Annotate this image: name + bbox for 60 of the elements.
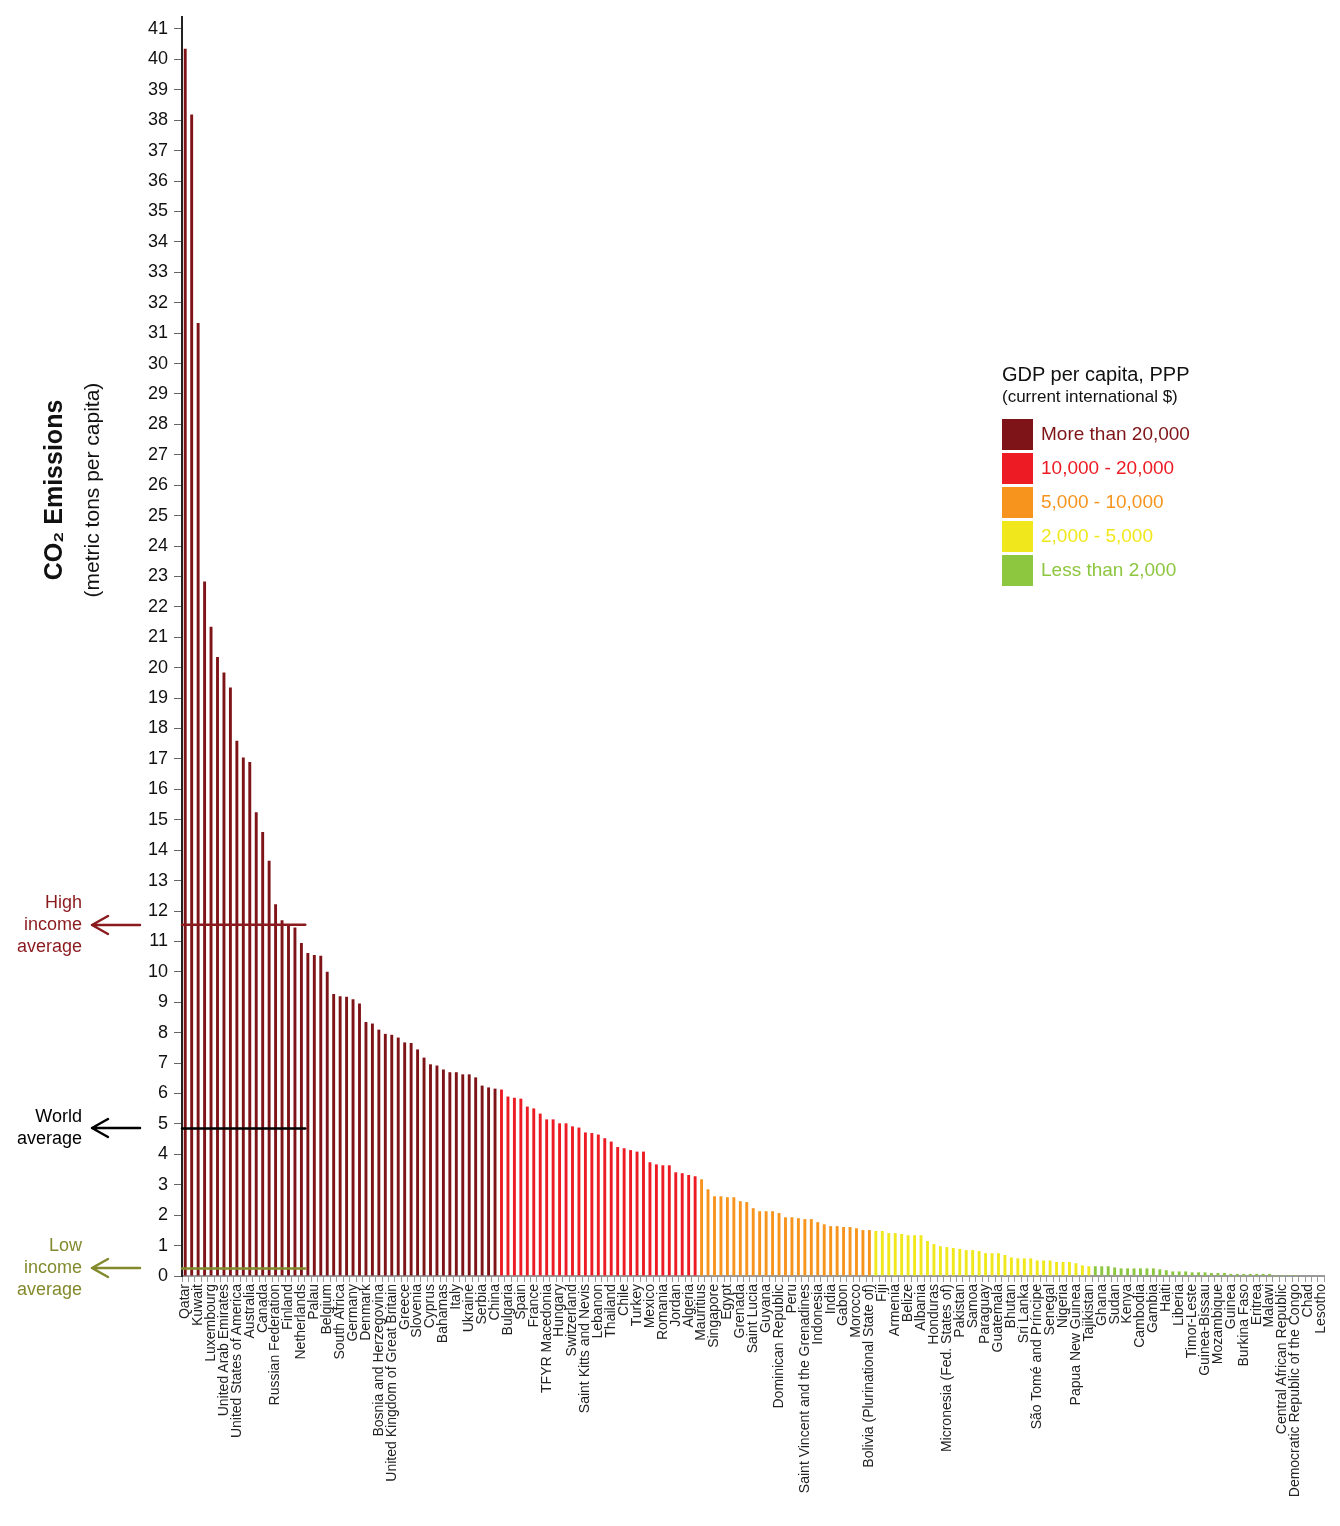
y-tick-label: 2 (157, 1204, 168, 1225)
y-tick-label: 12 (147, 899, 168, 920)
x-tick-label: Lesotho (1312, 1283, 1329, 1334)
x-tick-label: Burkina Faso (1234, 1283, 1251, 1367)
ref-line-label: Low income average (16, 1235, 83, 1300)
y-tick-label: 36 (147, 170, 168, 191)
y-tick-label: 38 (147, 109, 168, 130)
y-tick-label: 25 (147, 504, 168, 525)
ref-line-label: High income average (16, 891, 82, 956)
y-tick-label: 13 (147, 869, 168, 890)
y-tick-label: 28 (147, 413, 168, 434)
y-tick-label: 17 (147, 747, 168, 768)
x-tick-label: Gabon (834, 1284, 851, 1327)
y-tick-label: 21 (147, 626, 168, 647)
y-tick-label: 32 (147, 291, 168, 312)
y-tick-label: 7 (157, 1052, 168, 1073)
y-tick-label: 16 (147, 778, 168, 799)
y-tick-label: 31 (147, 322, 168, 343)
y-tick-label: 30 (147, 352, 168, 373)
y-tick-label: 26 (147, 474, 168, 495)
y-tick-label: 41 (147, 17, 168, 38)
y-tick-label: 24 (147, 535, 168, 555)
x-tick-label: Germany (343, 1284, 360, 1342)
y-tick-label: 15 (147, 808, 168, 829)
y-tick-label: 5 (157, 1112, 168, 1133)
y-tick-label: 6 (157, 1082, 168, 1103)
legend-label: 10,000 - 20,000 (1041, 457, 1175, 479)
y-tick-label: 8 (157, 1021, 168, 1042)
y-tick-label: 14 (147, 839, 168, 860)
x-tick-label: Qatar (176, 1283, 193, 1320)
y-tick-label: 22 (147, 595, 168, 616)
x-tick-label: Singapore (705, 1283, 722, 1348)
y-tick-label: 37 (147, 139, 168, 160)
y-tick-label: 19 (147, 687, 168, 708)
y-tick-label: 10 (147, 960, 168, 981)
x-tick-label: Saint Lucia (744, 1283, 761, 1354)
y-axis-title: CO₂ Emissions (metric tons per capita) (38, 382, 103, 598)
y-tick-label: 4 (157, 1143, 168, 1164)
legend-label: 5,000 - 10,000 (1041, 491, 1164, 513)
legend-label: 2,000 - 5,000 (1041, 525, 1153, 547)
legend-label: Less than 2,000 (1041, 559, 1177, 581)
y-tick-label: 29 (147, 382, 168, 403)
y-tick-label: 1 (157, 1234, 168, 1255)
y-tick-label: 27 (147, 443, 168, 464)
y-tick-label: 9 (157, 991, 168, 1012)
y-tick-label: 23 (147, 565, 168, 586)
y-tick-label: 18 (147, 717, 168, 738)
y-tick-label: 3 (157, 1173, 168, 1194)
y-tick-label: 39 (147, 78, 168, 99)
y-tick-label: 20 (147, 656, 168, 677)
y-tick-label: 40 (147, 48, 168, 69)
y-tick-label: 0 (157, 1264, 168, 1285)
y-tick-label: 11 (149, 930, 168, 951)
y-tick-label: 35 (147, 200, 168, 221)
legend-title: GDP per capita, PPP (current international $) (1002, 362, 1190, 407)
y-tick-label: 33 (147, 261, 168, 282)
y-tick-label: 34 (147, 230, 168, 251)
x-tick-label: Italy (447, 1284, 464, 1310)
legend-label: More than 20,000 (1041, 423, 1190, 445)
ref-line-label: World average (16, 1106, 82, 1149)
